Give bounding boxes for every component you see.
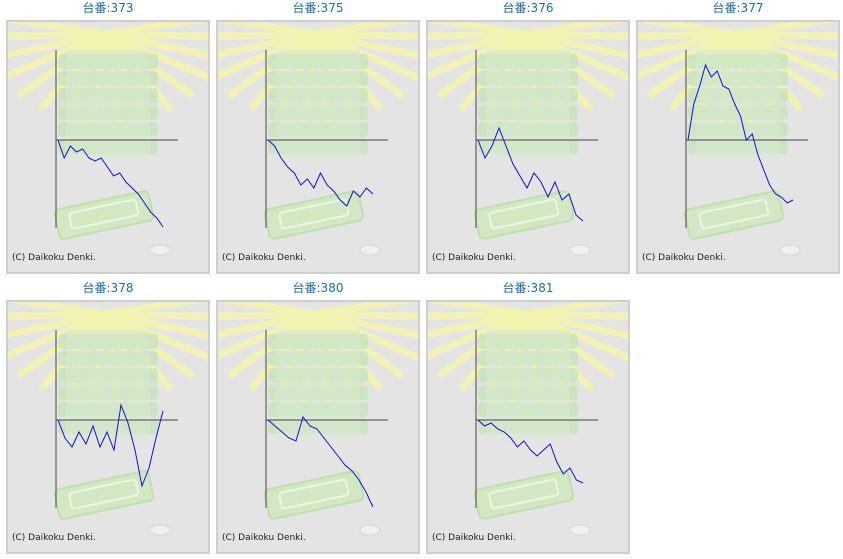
- machine-illustration-icon: [218, 22, 418, 256]
- machine-card: 台番:378 (C) Daikoku Denki.: [6, 280, 210, 554]
- slump-graph-frame[interactable]: (C) Daikoku Denki.: [426, 300, 630, 554]
- slump-line: [687, 63, 794, 204]
- copyright-text: (C) Daikoku Denki.: [222, 253, 306, 263]
- machine-card: 台番:380 (C) Daikoku Denki.: [216, 280, 420, 554]
- slump-graph-frame[interactable]: (C) Daikoku Denki.: [216, 300, 420, 554]
- slump-graph-frame[interactable]: (C) Daikoku Denki.: [6, 20, 210, 274]
- slump-graph-frame[interactable]: (C) Daikoku Denki.: [216, 20, 420, 274]
- machine-card: 台番:376 (C) Daikoku Denki.: [426, 0, 630, 274]
- slump-graph: [8, 22, 208, 256]
- machine-card: 台番:375 (C) Daikoku Denki.: [216, 0, 420, 274]
- copyright-text: (C) Daikoku Denki.: [222, 533, 306, 543]
- slump-line: [477, 419, 584, 484]
- slump-graph: [218, 22, 418, 256]
- machine-card: 台番:381 (C) Daikoku Denki.: [426, 280, 630, 554]
- slump-line: [57, 139, 164, 228]
- machine-illustration-icon: [638, 22, 838, 256]
- machine-number-link[interactable]: 台番:376: [502, 1, 554, 15]
- machine-number-link[interactable]: 台番:375: [292, 1, 344, 15]
- slump-graph-frame[interactable]: (C) Daikoku Denki.: [426, 20, 630, 274]
- slump-line: [477, 126, 584, 222]
- machine-illustration-icon: [428, 302, 628, 536]
- machine-illustration-icon: [428, 22, 628, 256]
- slump-graph: [638, 22, 838, 256]
- slump-graph-frame[interactable]: (C) Daikoku Denki.: [636, 20, 840, 274]
- machine-card: 台番:377 (C) Daikoku Denki.: [636, 0, 840, 274]
- machine-number-link[interactable]: 台番:373: [82, 1, 134, 15]
- copyright-text: (C) Daikoku Denki.: [12, 253, 96, 263]
- copyright-text: (C) Daikoku Denki.: [12, 533, 96, 543]
- machine-number-link[interactable]: 台番:377: [712, 1, 764, 15]
- slump-graph: [8, 302, 208, 536]
- machine-number-link[interactable]: 台番:381: [502, 281, 554, 295]
- slump-line: [267, 415, 374, 508]
- slump-line: [267, 139, 374, 207]
- machine-number-link[interactable]: 台番:378: [82, 281, 134, 295]
- copyright-text: (C) Daikoku Denki.: [642, 253, 726, 263]
- machine-illustration-icon: [218, 302, 418, 536]
- copyright-text: (C) Daikoku Denki.: [432, 253, 516, 263]
- machine-number-link[interactable]: 台番:380: [292, 281, 344, 295]
- machine-illustration-icon: [8, 22, 208, 256]
- slump-graph: [218, 302, 418, 536]
- slump-graph: [428, 22, 628, 256]
- slump-line: [57, 403, 164, 488]
- slump-graph: [428, 302, 628, 536]
- slump-graph-frame[interactable]: (C) Daikoku Denki.: [6, 300, 210, 554]
- copyright-text: (C) Daikoku Denki.: [432, 533, 516, 543]
- machine-card: 台番:373 (C) Daikoku Denki.: [6, 0, 210, 274]
- machine-illustration-icon: [8, 302, 208, 536]
